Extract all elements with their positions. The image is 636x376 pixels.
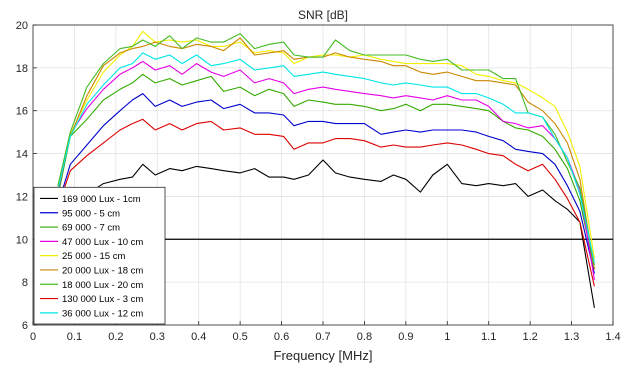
series-line-7 bbox=[57, 118, 595, 287]
tick-labels: 0 0.1 0.2 0.3 0.4 0.5 0.6 0.7 0.8 0.9 1 1.1 1.2 1.3 1.… bbox=[16, 20, 621, 343]
y-tick-label: 16 bbox=[16, 106, 28, 118]
x-tick-label: 1.2 bbox=[522, 331, 537, 343]
x-tick-label: 0.4 bbox=[191, 331, 206, 343]
series-line-3 bbox=[57, 60, 595, 281]
x-tick-label: 0.5 bbox=[232, 331, 247, 343]
x-tick-label: 0.8 bbox=[357, 331, 372, 343]
x-tick-label: 0.9 bbox=[398, 331, 413, 343]
legend-entry-label: 95 000 - 5 cm bbox=[62, 208, 120, 219]
legend-entry-label: 25 000 - 15 cm bbox=[62, 251, 125, 262]
x-tick-label: 1.1 bbox=[481, 331, 496, 343]
x-tick-label: 0.6 bbox=[274, 331, 289, 343]
legend-entry-label: 20 000 Lux - 18 cm bbox=[62, 265, 143, 276]
series-line-2 bbox=[57, 73, 595, 270]
x-axis-label: Frequency [MHz] bbox=[274, 348, 373, 363]
y-tick-label: 8 bbox=[22, 277, 28, 289]
series-line-0 bbox=[57, 159, 595, 308]
x-tick-label: 1.4 bbox=[605, 331, 620, 343]
series-line-6 bbox=[57, 33, 595, 266]
series-line-5 bbox=[57, 37, 595, 270]
legend-entry-label: 69 000 - 7 cm bbox=[62, 223, 120, 234]
legend-entry-label: 47 000 Lux - 10 cm bbox=[62, 237, 143, 248]
legend-entry-label: 130 000 Lux - 3 cm bbox=[62, 294, 143, 305]
y-tick-label: 20 bbox=[16, 20, 28, 32]
x-tick-label: 0 bbox=[30, 331, 36, 343]
series-line-1 bbox=[57, 93, 595, 274]
y-tick-label: 12 bbox=[16, 191, 28, 203]
series-layer bbox=[57, 30, 595, 308]
legend-entry-label: 36 000 Lux - 12 cm bbox=[62, 308, 143, 319]
legend: 169 000 Lux - 1cm 95 000 - 5 cm 69 000 - 7… bbox=[33, 186, 166, 325]
x-tick-label: 0.3 bbox=[150, 331, 165, 343]
legend-entry-label: 169 000 Lux - 1cm bbox=[62, 194, 141, 205]
x-tick-label: 0.7 bbox=[315, 331, 330, 343]
x-tick-label: 0.1 bbox=[67, 331, 82, 343]
x-tick-label: 1.3 bbox=[564, 331, 579, 343]
y-tick-label: 14 bbox=[16, 149, 28, 161]
series-line-8 bbox=[57, 52, 595, 264]
y-tick-label: 6 bbox=[22, 320, 28, 332]
x-tick-label: 0.2 bbox=[108, 331, 123, 343]
y-tick-label: 18 bbox=[16, 63, 28, 75]
y-tick-label: 10 bbox=[16, 234, 28, 246]
x-tick-label: 1 bbox=[444, 331, 450, 343]
legend-entry-label: 18 000 Lux - 20 cm bbox=[62, 280, 143, 291]
chart-title: SNR [dB] bbox=[298, 8, 348, 22]
